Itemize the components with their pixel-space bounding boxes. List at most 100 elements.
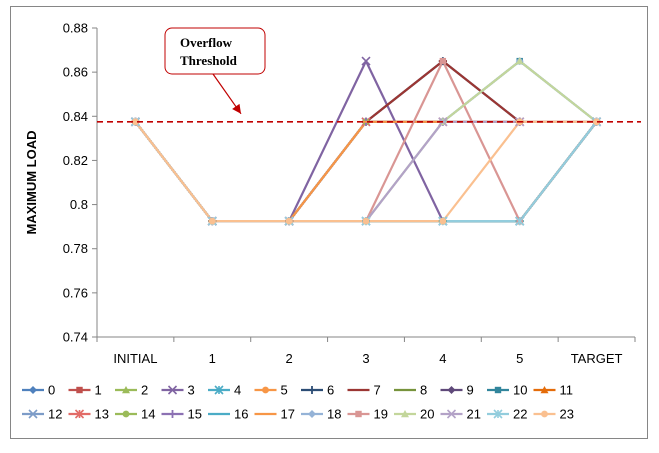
series-points-7 <box>131 60 601 223</box>
legend-label: 18 <box>327 407 341 422</box>
legend-swatch-marker <box>355 410 362 418</box>
series-lines <box>134 60 598 223</box>
y-tick-label: 0.76 <box>63 285 88 300</box>
legend-label: 0 <box>48 383 55 398</box>
series-line-6 <box>134 60 597 223</box>
series-line-2 <box>134 121 598 223</box>
overflow-threshold-callout: Overflow Threshold <box>164 27 266 115</box>
legend-swatch-marker <box>74 409 85 419</box>
legend-item-5: 5 <box>254 383 288 398</box>
series-line-18 <box>134 60 598 223</box>
x-tick-label: 3 <box>362 351 369 366</box>
series-line-1 <box>134 121 598 223</box>
data-point <box>439 57 447 65</box>
legend-swatch-marker <box>167 385 178 395</box>
y-tick-label: 0.84 <box>63 109 88 124</box>
series-line-17 <box>134 120 597 223</box>
data-point <box>515 57 524 65</box>
y-tick-label: 0.74 <box>63 330 88 345</box>
series-points-6 <box>131 57 601 226</box>
legend-label: 15 <box>188 407 202 422</box>
y-tick-labels: 0.74 0.76 0.78 0.8 0.82 0.84 0.86 0.88 <box>63 21 88 345</box>
x-tick-label: TARGET <box>571 351 623 366</box>
y-tick-label: 0.82 <box>63 153 88 168</box>
data-point <box>515 216 525 226</box>
data-point <box>593 118 600 126</box>
legend-label: 2 <box>141 383 148 398</box>
legend-label: 17 <box>281 407 295 422</box>
callout-arrowhead <box>232 103 241 114</box>
legend-swatch-marker <box>446 409 457 419</box>
legend-label: 12 <box>48 407 62 422</box>
legend-label: 5 <box>281 383 288 398</box>
legend-label: 16 <box>234 407 248 422</box>
series-line-10 <box>134 60 598 223</box>
legend-swatch-marker <box>447 386 456 394</box>
series-line-0 <box>134 121 598 223</box>
legend-swatch-marker <box>122 386 130 394</box>
legend-item-3: 3 <box>161 383 195 398</box>
series-line-4 <box>134 121 598 223</box>
legend-item-7: 7 <box>347 383 381 398</box>
legend-swatch-marker <box>494 386 502 394</box>
legend-item-12: 12 <box>22 407 62 422</box>
axes <box>92 27 636 342</box>
legend-label: 13 <box>95 407 109 422</box>
data-point <box>285 217 293 225</box>
legend-label: 14 <box>141 407 155 422</box>
legend-swatch-marker <box>401 410 409 418</box>
legend-label: 8 <box>420 383 427 398</box>
legend-label: 9 <box>467 383 474 398</box>
x-tick-label: 2 <box>286 351 293 366</box>
legend-label: 23 <box>560 407 574 422</box>
callout-text-line1: Overflow <box>180 35 233 50</box>
series-line-19 <box>134 60 598 223</box>
callout-box <box>164 27 266 75</box>
y-axis-label: MAXIMUM LOAD <box>24 131 39 235</box>
legend-label: 6 <box>327 383 334 398</box>
legend-label: 11 <box>560 383 574 398</box>
legend-swatch-marker <box>541 410 548 418</box>
x-tick-label: INITIAL <box>113 351 157 366</box>
series-line-11 <box>134 120 597 223</box>
series-points-20 <box>131 57 601 225</box>
series-points-10 <box>132 57 600 225</box>
series-line-7 <box>134 60 597 223</box>
legend-label: 1 <box>95 383 102 398</box>
legend-swatch-marker <box>29 386 37 394</box>
series-line-21 <box>134 120 597 223</box>
legend-label: 19 <box>374 407 388 422</box>
legend-item-2: 2 <box>115 383 148 398</box>
callout-text-line2: Threshold <box>180 53 238 68</box>
series-line-23 <box>134 120 597 223</box>
legend-swatch-marker <box>122 410 130 418</box>
series-line-20 <box>134 60 598 223</box>
legend-label: 20 <box>420 407 434 422</box>
series-line-15 <box>134 120 597 223</box>
y-tick-label: 0.86 <box>63 65 88 80</box>
legend-swatch-marker <box>493 409 503 419</box>
legend-item-0: 0 <box>22 383 55 398</box>
legend-label: 7 <box>374 383 381 398</box>
series-line-9 <box>134 121 598 223</box>
legend-item-23: 23 <box>533 407 574 422</box>
legend-swatch-marker <box>308 386 316 394</box>
data-point <box>208 217 216 225</box>
legend-item-11: 11 <box>533 383 574 398</box>
legend-item-13: 13 <box>68 407 109 422</box>
data-point <box>362 217 370 225</box>
legend-label: 21 <box>467 407 481 422</box>
legend-item-14: 14 <box>115 407 155 422</box>
series-markers <box>130 56 602 226</box>
series-line-22 <box>134 121 598 223</box>
legend-item-8: 8 <box>394 383 427 398</box>
legend-item-18: 18 <box>301 407 341 422</box>
legend-swatch-marker <box>262 386 269 394</box>
legend-item-21: 21 <box>440 407 481 422</box>
x-tick-label: 5 <box>516 351 523 366</box>
legend-swatch-marker <box>214 385 224 395</box>
legend-label: 4 <box>234 383 241 398</box>
series-points-18 <box>131 57 601 226</box>
legend-item-10: 10 <box>487 383 527 398</box>
